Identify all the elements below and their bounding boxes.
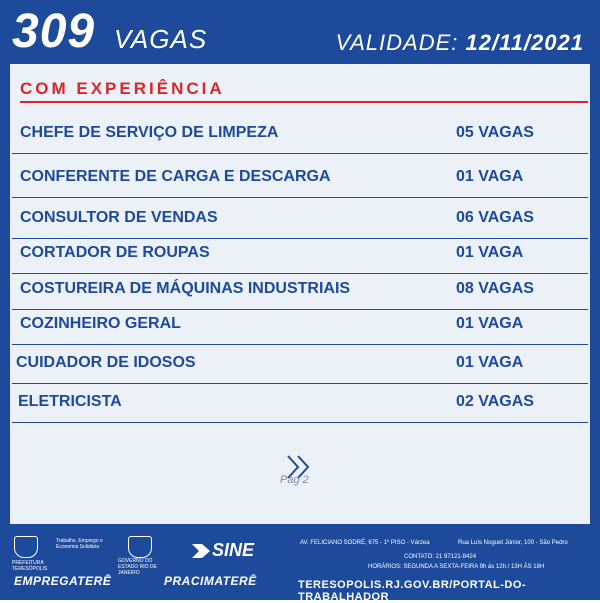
contato: CONTATO: 21 97121-8424 [404,554,477,560]
row-divider [12,153,588,154]
job-title: ELETRICISTA [18,393,122,410]
job-title: CONSULTOR DE VENDAS [20,209,218,226]
job-count: 06 VAGAS [456,209,534,226]
job-title: CONFERENTE DE CARGA E DESCARGA [20,168,331,185]
secretaria-name: Trabalho, Emprego e Economia Solidária [56,538,103,550]
job-count: 05 VAGAS [456,124,534,141]
empregatere-label: EMPREGATERÊ [14,574,112,588]
page-label: Pág 2 [280,474,309,486]
section-divider [20,101,588,103]
job-title: CORTADOR DE ROUPAS [20,244,210,261]
validity: VALIDADE: 12/11/2021 [336,30,584,56]
vacancy-label: VAGAS [114,24,208,54]
row-divider [12,309,588,310]
header: 309 VAGAS VALIDADE: 12/11/2021 [0,0,600,64]
job-count: 08 VAGAS [456,280,534,297]
row-divider [12,238,588,239]
crest-icon [14,536,38,558]
validity-date: 12/11/2021 [465,30,584,55]
row-divider [12,344,588,345]
footer: PREFEITURA TERESÓPOLIS Trabalho, Emprego… [0,524,600,603]
vacancy-count: 309 [12,5,96,58]
job-row: CUIDADOR DE IDOSOS 01 VAGA [10,346,590,384]
prefeitura-name: PREFEITURA TERESÓPOLIS [12,560,48,572]
job-count: 01 VAGA [456,168,524,185]
sine-label: SINE [212,540,255,560]
job-count: 01 VAGA [456,354,524,371]
job-row: CONSULTOR DE VENDAS 06 VAGAS [10,201,590,239]
job-title: CUIDADOR DE IDOSOS [16,354,196,371]
job-row: ELETRICISTA 02 VAGAS [10,385,590,423]
pracimatere-label: PRACIMATERÊ [164,574,257,588]
job-row: CHEFE DE SERVIÇO DE LIMPEZA 05 VAGAS [10,116,590,154]
sine-mark-icon [192,543,210,558]
address-2: Rua Luís Noguet Júnior, 100 - São Pedro [458,540,568,546]
job-title: COSTUREIRA DE MÁQUINAS INDUSTRIAIS [20,280,351,297]
validity-label: VALIDADE: [335,30,459,55]
sine-logo: SINE [190,540,254,561]
job-count: 01 VAGA [456,244,524,261]
job-row: CONFERENTE DE CARGA E DESCARGA 01 VAGA [10,160,590,198]
governo-crest-icon [128,536,152,558]
row-divider [12,422,588,423]
row-divider [12,383,588,384]
address-1: AV. FELICIANO SODRÉ, 675 - 1º PISO - Vár… [300,540,430,546]
job-row: COZINHEIRO GERAL 01 VAGA [10,307,590,345]
row-divider [12,197,588,198]
job-count: 01 VAGA [456,315,524,332]
portal-link[interactable]: TERESOPOLIS.RJ.GOV.BR/PORTAL-DO-TRABALHA… [298,579,527,603]
job-title: CHEFE DE SERVIÇO DE LIMPEZA [20,124,279,141]
job-count: 02 VAGAS [456,393,534,410]
row-divider [12,273,588,274]
horarios: HORÁRIOS: SEGUNDA A SEXTA-FEIRA 9h às 12… [368,564,545,570]
governo-name: GOVERNO DO ESTADO RIO DE JANEIRO [118,558,157,576]
job-row: CORTADOR DE ROUPAS 01 VAGA [10,236,590,274]
jobs-panel: COM EXPERIÊNCIA CHEFE DE SERVIÇO DE LIMP… [10,64,590,524]
prefeitura-logo [14,536,38,558]
job-row: COSTUREIRA DE MÁQUINAS INDUSTRIAIS 08 VA… [10,272,590,310]
section-title: COM EXPERIÊNCIA [20,79,225,98]
double-chevron-right-icon[interactable] [282,452,318,488]
job-title: COZINHEIRO GERAL [20,315,181,332]
